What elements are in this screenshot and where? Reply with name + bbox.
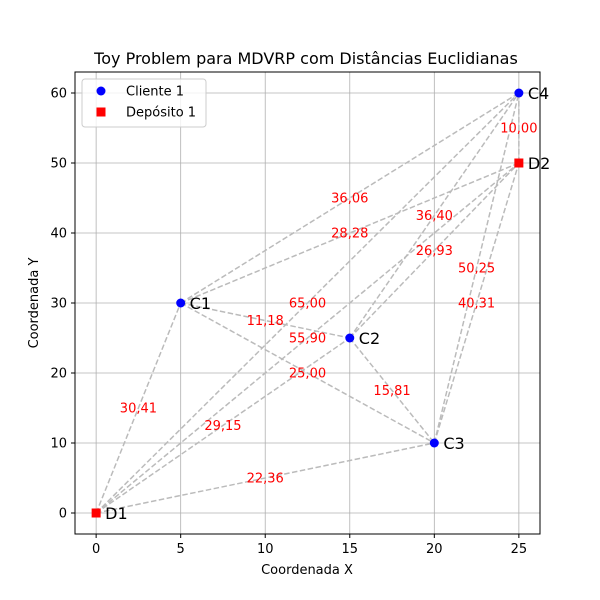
legend-label-depositos: Depósito 1 bbox=[126, 106, 196, 121]
y-tick-label: 40 bbox=[50, 227, 67, 242]
client-marker bbox=[176, 298, 186, 308]
node-label: C2 bbox=[359, 329, 380, 348]
edge-line bbox=[95, 92, 520, 514]
x-tick-label: 15 bbox=[341, 542, 358, 557]
edge-distance-label: 11,18 bbox=[247, 314, 284, 329]
edge-line bbox=[95, 442, 435, 514]
y-axis-label: Coordenada Y bbox=[27, 258, 42, 349]
edge-distance-label: 36,06 bbox=[331, 192, 368, 207]
client-marker bbox=[345, 333, 355, 343]
edge-distance-label: 10,00 bbox=[500, 122, 537, 137]
edge-line bbox=[95, 337, 351, 514]
chart-title: Toy Problem para MDVRP com Distâncias Eu… bbox=[93, 49, 518, 68]
edge-distance-label: 65,00 bbox=[289, 297, 326, 312]
edge-line bbox=[180, 302, 435, 444]
edge-line bbox=[180, 302, 350, 339]
edge-distance-label: 28,28 bbox=[331, 227, 368, 242]
y-tick-label: 20 bbox=[50, 367, 67, 382]
client-marker bbox=[429, 438, 439, 448]
edge-distance-label: 26,93 bbox=[416, 244, 453, 259]
node-label: D2 bbox=[528, 154, 551, 173]
x-axis-label: Coordenada X bbox=[261, 563, 353, 578]
client-marker bbox=[514, 88, 524, 98]
edge-line bbox=[349, 337, 435, 444]
edge-line bbox=[95, 162, 520, 514]
edge-distance-label: 50,25 bbox=[458, 262, 495, 277]
edge-distance-label: 25,00 bbox=[289, 367, 326, 382]
edge-distance-label: 55,90 bbox=[289, 332, 326, 347]
edge-line bbox=[433, 92, 520, 444]
node-label: C4 bbox=[528, 84, 549, 103]
y-tick-label: 30 bbox=[50, 297, 67, 312]
edge-line bbox=[349, 162, 520, 339]
plot-area: 30,41 29,15 22,36 65,00 55,90 11,18 25,00 36,06… bbox=[50, 71, 551, 557]
legend-box bbox=[81, 78, 207, 128]
y-tick-label: 50 bbox=[50, 157, 67, 172]
edge-line bbox=[180, 162, 520, 304]
x-tick-label: 25 bbox=[511, 542, 528, 557]
node-label: C3 bbox=[443, 434, 464, 453]
x-tick-label: 0 bbox=[92, 542, 100, 557]
node-label: C1 bbox=[190, 294, 211, 313]
depot-marker bbox=[514, 158, 524, 168]
edge-line bbox=[433, 162, 520, 444]
edge-distance-label: 29,15 bbox=[204, 419, 241, 434]
edge-line bbox=[95, 302, 182, 514]
legend-label-clientes: Cliente 1 bbox=[126, 85, 184, 100]
edge-distance-label: 22,36 bbox=[247, 472, 284, 487]
x-tick-label: 5 bbox=[177, 542, 185, 557]
y-tick-label: 10 bbox=[50, 437, 67, 452]
node-label: D1 bbox=[105, 504, 128, 523]
edge-line bbox=[349, 92, 520, 339]
edge-distance-label: 30,41 bbox=[120, 402, 157, 417]
x-tick-label: 20 bbox=[426, 542, 443, 557]
x-tick-label: 10 bbox=[257, 542, 274, 557]
y-tick-label: 60 bbox=[50, 87, 67, 102]
edge-distance-label: 36,40 bbox=[416, 209, 453, 224]
edge-distance-label: 15,81 bbox=[373, 384, 410, 399]
depot-marker bbox=[91, 508, 101, 518]
legend-marker-square bbox=[96, 107, 106, 117]
edge-distance-label: 40,31 bbox=[458, 297, 495, 312]
y-tick-label: 0 bbox=[59, 507, 67, 522]
edge-line bbox=[180, 92, 520, 304]
legend: Cliente 1 Depósito 1 bbox=[81, 78, 207, 128]
legend-marker-circle bbox=[96, 86, 106, 96]
